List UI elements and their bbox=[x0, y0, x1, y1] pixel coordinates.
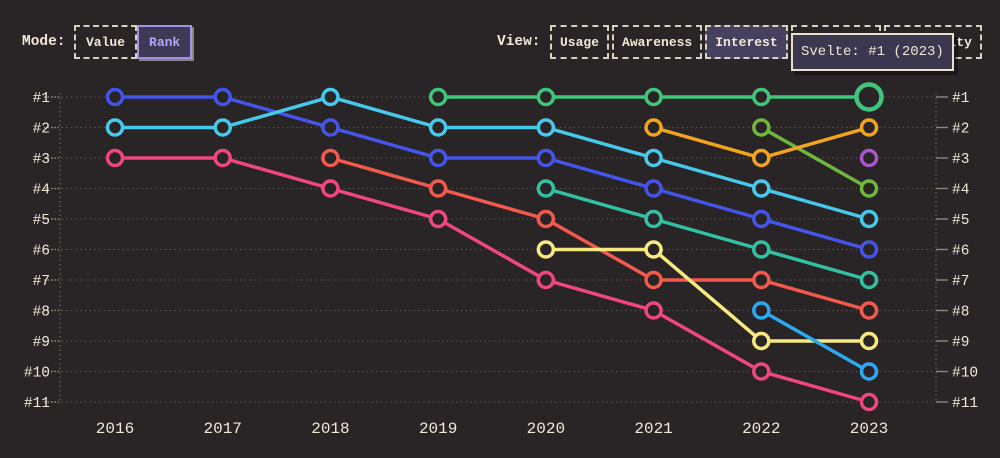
view-interest-button[interactable]: Interest bbox=[705, 25, 788, 59]
chart-line-teal[interactable] bbox=[545, 186, 870, 282]
chart-point-teal[interactable] bbox=[644, 209, 663, 229]
chart-point-pink[interactable] bbox=[321, 179, 340, 198]
chart-point-teal[interactable] bbox=[536, 179, 556, 198]
rank-label-left: #8 bbox=[33, 305, 50, 321]
x-axis-label: 2021 bbox=[634, 420, 672, 438]
rank-label-left: #10 bbox=[24, 366, 50, 382]
rank-label-right: #4 bbox=[952, 183, 969, 199]
chart-tooltip-text: Svelte: #1 (2023) bbox=[801, 44, 944, 60]
x-axis-label: 2023 bbox=[850, 420, 888, 438]
rank-label-right: #6 bbox=[952, 244, 969, 260]
chart-point-sky[interactable] bbox=[644, 148, 663, 168]
chart-point-orange[interactable] bbox=[644, 118, 663, 137]
rank-label-left: #7 bbox=[33, 274, 50, 290]
rank-label-left: #4 bbox=[33, 183, 50, 199]
chart-point-sky[interactable] bbox=[321, 87, 340, 107]
chart-line-azure[interactable] bbox=[760, 308, 870, 374]
rank-label-right: #8 bbox=[952, 305, 969, 321]
chart-point-blue[interactable] bbox=[752, 209, 771, 229]
view-usage-button[interactable]: Usage bbox=[550, 25, 610, 59]
chart-line-olive[interactable] bbox=[760, 125, 870, 191]
rank-label-right: #11 bbox=[952, 396, 978, 412]
x-axis-label: 2022 bbox=[742, 420, 780, 438]
chart-point-blue[interactable] bbox=[105, 87, 125, 107]
chart-point-salmon[interactable] bbox=[644, 270, 663, 290]
chart-point-sky[interactable] bbox=[536, 118, 556, 137]
chart-point-salmon[interactable] bbox=[859, 301, 879, 320]
chart-point-salmon[interactable] bbox=[752, 270, 771, 290]
x-axis-label: 2016 bbox=[96, 420, 134, 438]
mode-value-button[interactable]: Value bbox=[74, 25, 138, 59]
rank-label-right: #2 bbox=[952, 122, 969, 138]
chart-point-sky[interactable] bbox=[105, 118, 125, 137]
rank-label-right: #10 bbox=[952, 366, 978, 382]
chart-point-blue[interactable] bbox=[644, 179, 663, 198]
chart-point-azure[interactable] bbox=[752, 301, 771, 320]
chart-point-pink[interactable] bbox=[105, 148, 125, 168]
chart-point-yellow[interactable] bbox=[752, 331, 771, 351]
chart-point-blue[interactable] bbox=[428, 148, 448, 168]
chart-point-blue[interactable] bbox=[213, 87, 232, 107]
chart-point-azure[interactable] bbox=[859, 362, 879, 381]
x-axis-label: 2019 bbox=[419, 420, 457, 438]
chart-point-sky[interactable] bbox=[752, 179, 771, 198]
chart-point-pink[interactable] bbox=[752, 362, 771, 381]
chart-point-blue[interactable] bbox=[536, 148, 556, 168]
chart-point-Svelte[interactable] bbox=[428, 87, 448, 107]
rank-label-right: #9 bbox=[952, 335, 969, 351]
chart-point-yellow[interactable] bbox=[859, 331, 879, 351]
chart-point-Svelte[interactable] bbox=[752, 87, 771, 107]
chart-point-sky[interactable] bbox=[428, 118, 448, 137]
rank-label-left: #1 bbox=[33, 91, 50, 107]
chart-point-salmon[interactable] bbox=[321, 148, 340, 168]
chart-point-pink[interactable] bbox=[644, 301, 663, 320]
chart-point-pink[interactable] bbox=[428, 209, 448, 229]
chart-line-sky[interactable] bbox=[115, 95, 870, 221]
chart-point-pink[interactable] bbox=[859, 392, 879, 412]
chart-point-blue[interactable] bbox=[859, 240, 879, 259]
chart-point-pink[interactable] bbox=[213, 148, 232, 168]
chart-point-sky[interactable] bbox=[859, 209, 879, 229]
rank-label-right: #1 bbox=[952, 91, 969, 107]
chart-point-salmon[interactable] bbox=[536, 209, 556, 229]
rank-label-left: #11 bbox=[24, 396, 50, 412]
chart-point-blue[interactable] bbox=[321, 118, 340, 137]
chart-line-blue[interactable] bbox=[115, 95, 870, 252]
chart-point-teal[interactable] bbox=[859, 270, 879, 290]
rank-label-right: #3 bbox=[952, 152, 969, 168]
chart-point-olive[interactable] bbox=[859, 179, 879, 198]
rank-label-right: #7 bbox=[952, 274, 969, 290]
x-axis-label: 2020 bbox=[527, 420, 565, 438]
rank-label-left: #3 bbox=[33, 152, 50, 168]
mode-label: Mode: bbox=[22, 34, 66, 50]
chart-point-orange[interactable] bbox=[859, 118, 879, 137]
x-axis-label: 2017 bbox=[204, 420, 242, 438]
chart-tooltip: Svelte: #1 (2023) bbox=[791, 33, 954, 71]
chart-point-sky[interactable] bbox=[213, 118, 232, 137]
mode-rank-button[interactable]: Rank bbox=[137, 25, 193, 59]
chart-point-Svelte[interactable] bbox=[644, 87, 663, 107]
chart-point-Svelte[interactable] bbox=[536, 87, 556, 107]
chart-point-pink[interactable] bbox=[536, 270, 556, 290]
mode-toggle: Value Rank bbox=[74, 25, 193, 59]
chart-point-hovered-Svelte[interactable] bbox=[854, 82, 884, 112]
chart-line-salmon[interactable] bbox=[329, 156, 870, 313]
view-awareness-button[interactable]: Awareness bbox=[612, 25, 703, 59]
rank-label-left: #5 bbox=[33, 213, 50, 229]
chart-point-olive[interactable] bbox=[752, 118, 771, 137]
x-axis-label: 2018 bbox=[311, 420, 349, 438]
rank-label-left: #9 bbox=[33, 335, 50, 351]
rank-label-left: #2 bbox=[33, 122, 50, 138]
chart-point-purple[interactable] bbox=[859, 148, 879, 168]
chart-point-yellow[interactable] bbox=[644, 240, 663, 259]
chart-point-yellow[interactable] bbox=[536, 240, 556, 259]
chart-point-orange[interactable] bbox=[752, 148, 771, 168]
chart-point-salmon[interactable] bbox=[428, 179, 448, 198]
rank-label-left: #6 bbox=[33, 244, 50, 260]
view-label: View: bbox=[497, 34, 541, 50]
chart-point-teal[interactable] bbox=[752, 240, 771, 259]
rank-label-right: #5 bbox=[952, 213, 969, 229]
chart-line-pink[interactable] bbox=[115, 156, 870, 404]
